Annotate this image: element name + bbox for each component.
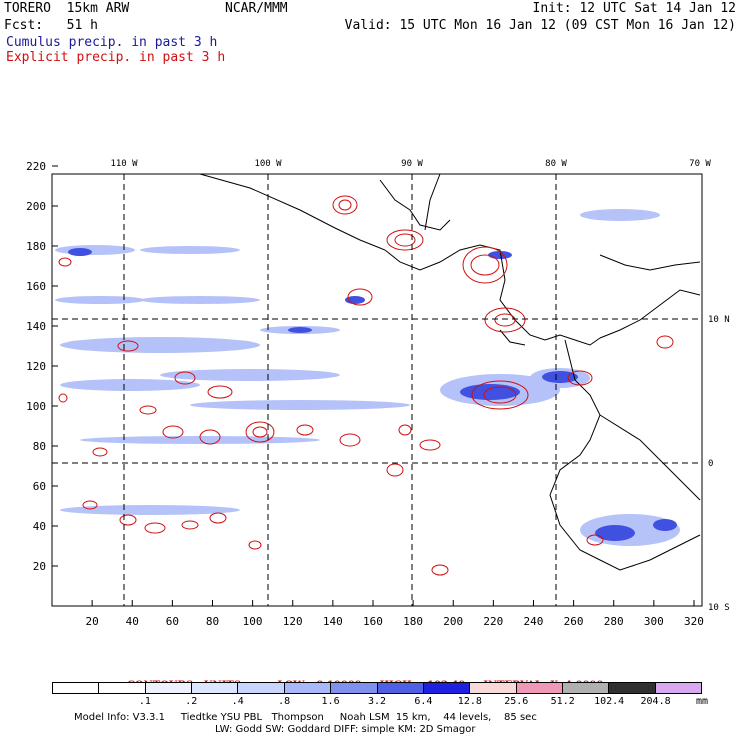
x-tick-label: 180 [403,615,423,628]
units-label: mm [696,696,709,707]
y-tick-label: 120 [26,360,46,373]
color-scale-swatch [423,683,471,693]
init-time: Init: 12 UTC Sat 14 Jan 12 [532,1,737,16]
color-scale-swatch [284,683,332,693]
lon-label-110w: 110 W [110,159,138,169]
color-scale-swatch [609,683,656,693]
y-tick-label: 20 [33,560,46,573]
x-tick-label: 100 [243,615,263,628]
x-tick-label: 140 [323,615,343,628]
lat-label-10s: 10 S [708,603,730,613]
explicit-precip-contours [58,195,674,576]
model-info-line2: LW: Godd SW: Goddard DIFF: simple KM: 2D… [215,724,476,735]
lat-lon-grid [52,174,702,606]
color-scale-swatch [655,683,702,693]
cumulus-precip-areas [55,209,680,546]
y-tick-label: 40 [33,520,46,533]
lat-label-10n: 10 N [708,315,730,325]
color-scale-label: .4 [231,696,244,707]
lon-label-80w: 80 W [545,159,567,169]
color-scale-swatch [99,683,146,693]
color-scale-label: .1 [138,696,151,707]
y-tick-label: 200 [26,200,46,213]
cumulus-precip-label: Cumulus precip. in past 3 h [6,35,218,50]
x-tick-label: 240 [524,615,544,628]
x-tick-label: 80 [206,615,219,628]
x-tick-label: 60 [166,615,179,628]
x-tick-label: 120 [283,615,303,628]
color-scale-swatch [145,683,193,693]
color-scale-swatch [238,683,285,693]
x-tick-label: 20 [85,615,98,628]
forecast-hour: Fcst: 51 h [4,18,98,33]
y-tick-label: 60 [33,480,46,493]
lon-label-100w: 100 W [254,159,282,169]
color-scale-label: .8 [278,696,291,707]
y-tick-label: 80 [33,440,46,453]
color-scale-label: 1.6 [321,696,340,707]
y-tick-label: 220 [26,160,46,173]
color-scale-swatch [470,683,517,693]
lon-label-90w: 90 W [401,159,423,169]
color-scale-swatch [377,683,424,693]
x-tick-label: 300 [644,615,664,628]
lat-label-0: 0 [708,459,713,469]
lon-label-70w: 70 W [689,159,711,169]
color-scale-swatch [562,683,610,693]
x-tick-label: 220 [483,615,503,628]
y-tick-label: 140 [26,320,46,333]
x-tick-label: 200 [443,615,463,628]
color-scale-bar [52,682,702,694]
color-scale-label: .2 [185,696,198,707]
color-scale-label: 25.6 [504,696,529,707]
valid-time: Valid: 15 UTC Mon 16 Jan 12 (09 CST Mon … [344,18,736,33]
explicit-precip-label: Explicit precip. in past 3 h [6,50,226,65]
color-scale-label: 12.8 [457,696,482,707]
color-scale-swatch [192,683,239,693]
y-tick-label: 100 [26,400,46,413]
color-scale-label: 51.2 [550,696,575,707]
x-tick-label: 40 [126,615,139,628]
organization-label: NCAR/MMM [225,1,288,16]
color-scale-swatch [516,683,563,693]
color-scale-label: 102.4 [594,696,625,707]
color-scale-swatch [331,683,378,693]
y-tick-label: 180 [26,240,46,253]
x-tick-label: 320 [684,615,704,628]
color-scale-swatch [53,683,100,693]
coastlines [199,173,701,571]
x-tick-label: 280 [604,615,624,628]
model-info-line1: Model Info: V3.3.1 Tiedtke YSU PBL Thomp… [74,712,537,723]
x-tick-label: 260 [564,615,584,628]
color-scale-label: 3.2 [367,696,387,707]
x-tick-label: 160 [363,615,383,628]
color-scale-label: 204.8 [640,696,671,707]
color-scale-label: 6.4 [414,696,433,707]
model-title: TORERO 15km ARW [4,1,130,16]
plot-frame [51,173,703,607]
y-tick-label: 160 [26,280,46,293]
